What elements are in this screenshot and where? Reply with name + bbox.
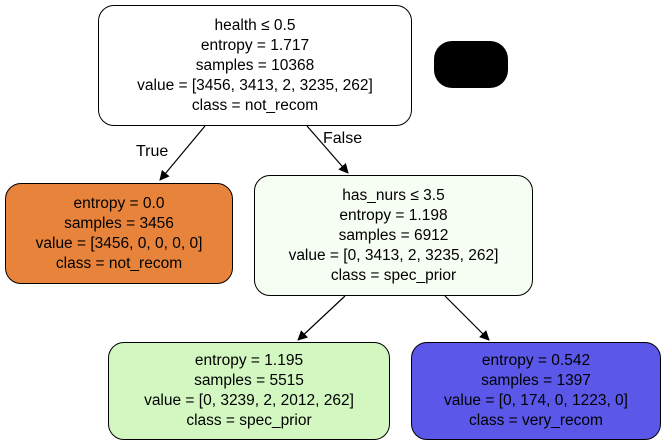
node-line: samples = 10368 [195, 56, 315, 74]
node-line: entropy = 1.195 [194, 352, 304, 369]
node-line: samples = 3456 [64, 214, 174, 232]
node-line: value = [0, 174, 0, 1223, 0] [444, 392, 628, 409]
node-line: samples = 6912 [338, 226, 449, 244]
node-line: class = spec_prior [186, 412, 312, 429]
node-line: class = not_recom [55, 254, 183, 272]
edge-root-to-left [159, 125, 206, 181]
node-line: class = spec_prior [330, 266, 457, 284]
node-line: health ≤ 0.5 [214, 16, 296, 34]
legend-box [434, 41, 508, 88]
node-line: samples = 5515 [194, 372, 304, 389]
node-line: entropy = 1.717 [200, 36, 310, 54]
node-line: entropy = 0.542 [481, 352, 591, 369]
tree-node-root: health ≤ 0.5 entropy = 1.717 samples = 1… [98, 5, 412, 126]
node-line: has_nurs ≤ 3.5 [342, 186, 445, 204]
node-line: value = [0, 3239, 2, 2012, 262] [144, 392, 354, 409]
edge-right-to-right-right [444, 295, 490, 341]
node-line: samples = 1397 [481, 372, 591, 389]
tree-node-right: has_nurs ≤ 3.5 entropy = 1.198 samples =… [254, 175, 533, 296]
tree-node-left-leaf: entropy = 0.0 samples = 3456 value = [34… [5, 183, 233, 284]
node-line: value = [3456, 0, 0, 0, 0] [35, 234, 203, 252]
node-line: value = [3456, 3413, 2, 3235, 262] [137, 76, 373, 94]
tree-node-right-right-leaf: entropy = 0.542 samples = 1397 value = [… [411, 342, 661, 440]
edge-root-to-right [306, 125, 349, 174]
node-line: class = not_recom [191, 96, 319, 114]
edge-right-to-right-left [297, 295, 346, 341]
tree-node-right-left-leaf: entropy = 1.195 samples = 5515 value = [… [108, 342, 390, 440]
node-line: class = very_recom [469, 412, 603, 429]
edge-label-false: False [323, 130, 363, 147]
node-line: value = [0, 3413, 2, 3235, 262] [288, 246, 499, 264]
edge-label-true: True [136, 143, 169, 160]
node-line: entropy = 0.0 [73, 194, 165, 212]
node-line: entropy = 1.198 [339, 206, 448, 224]
